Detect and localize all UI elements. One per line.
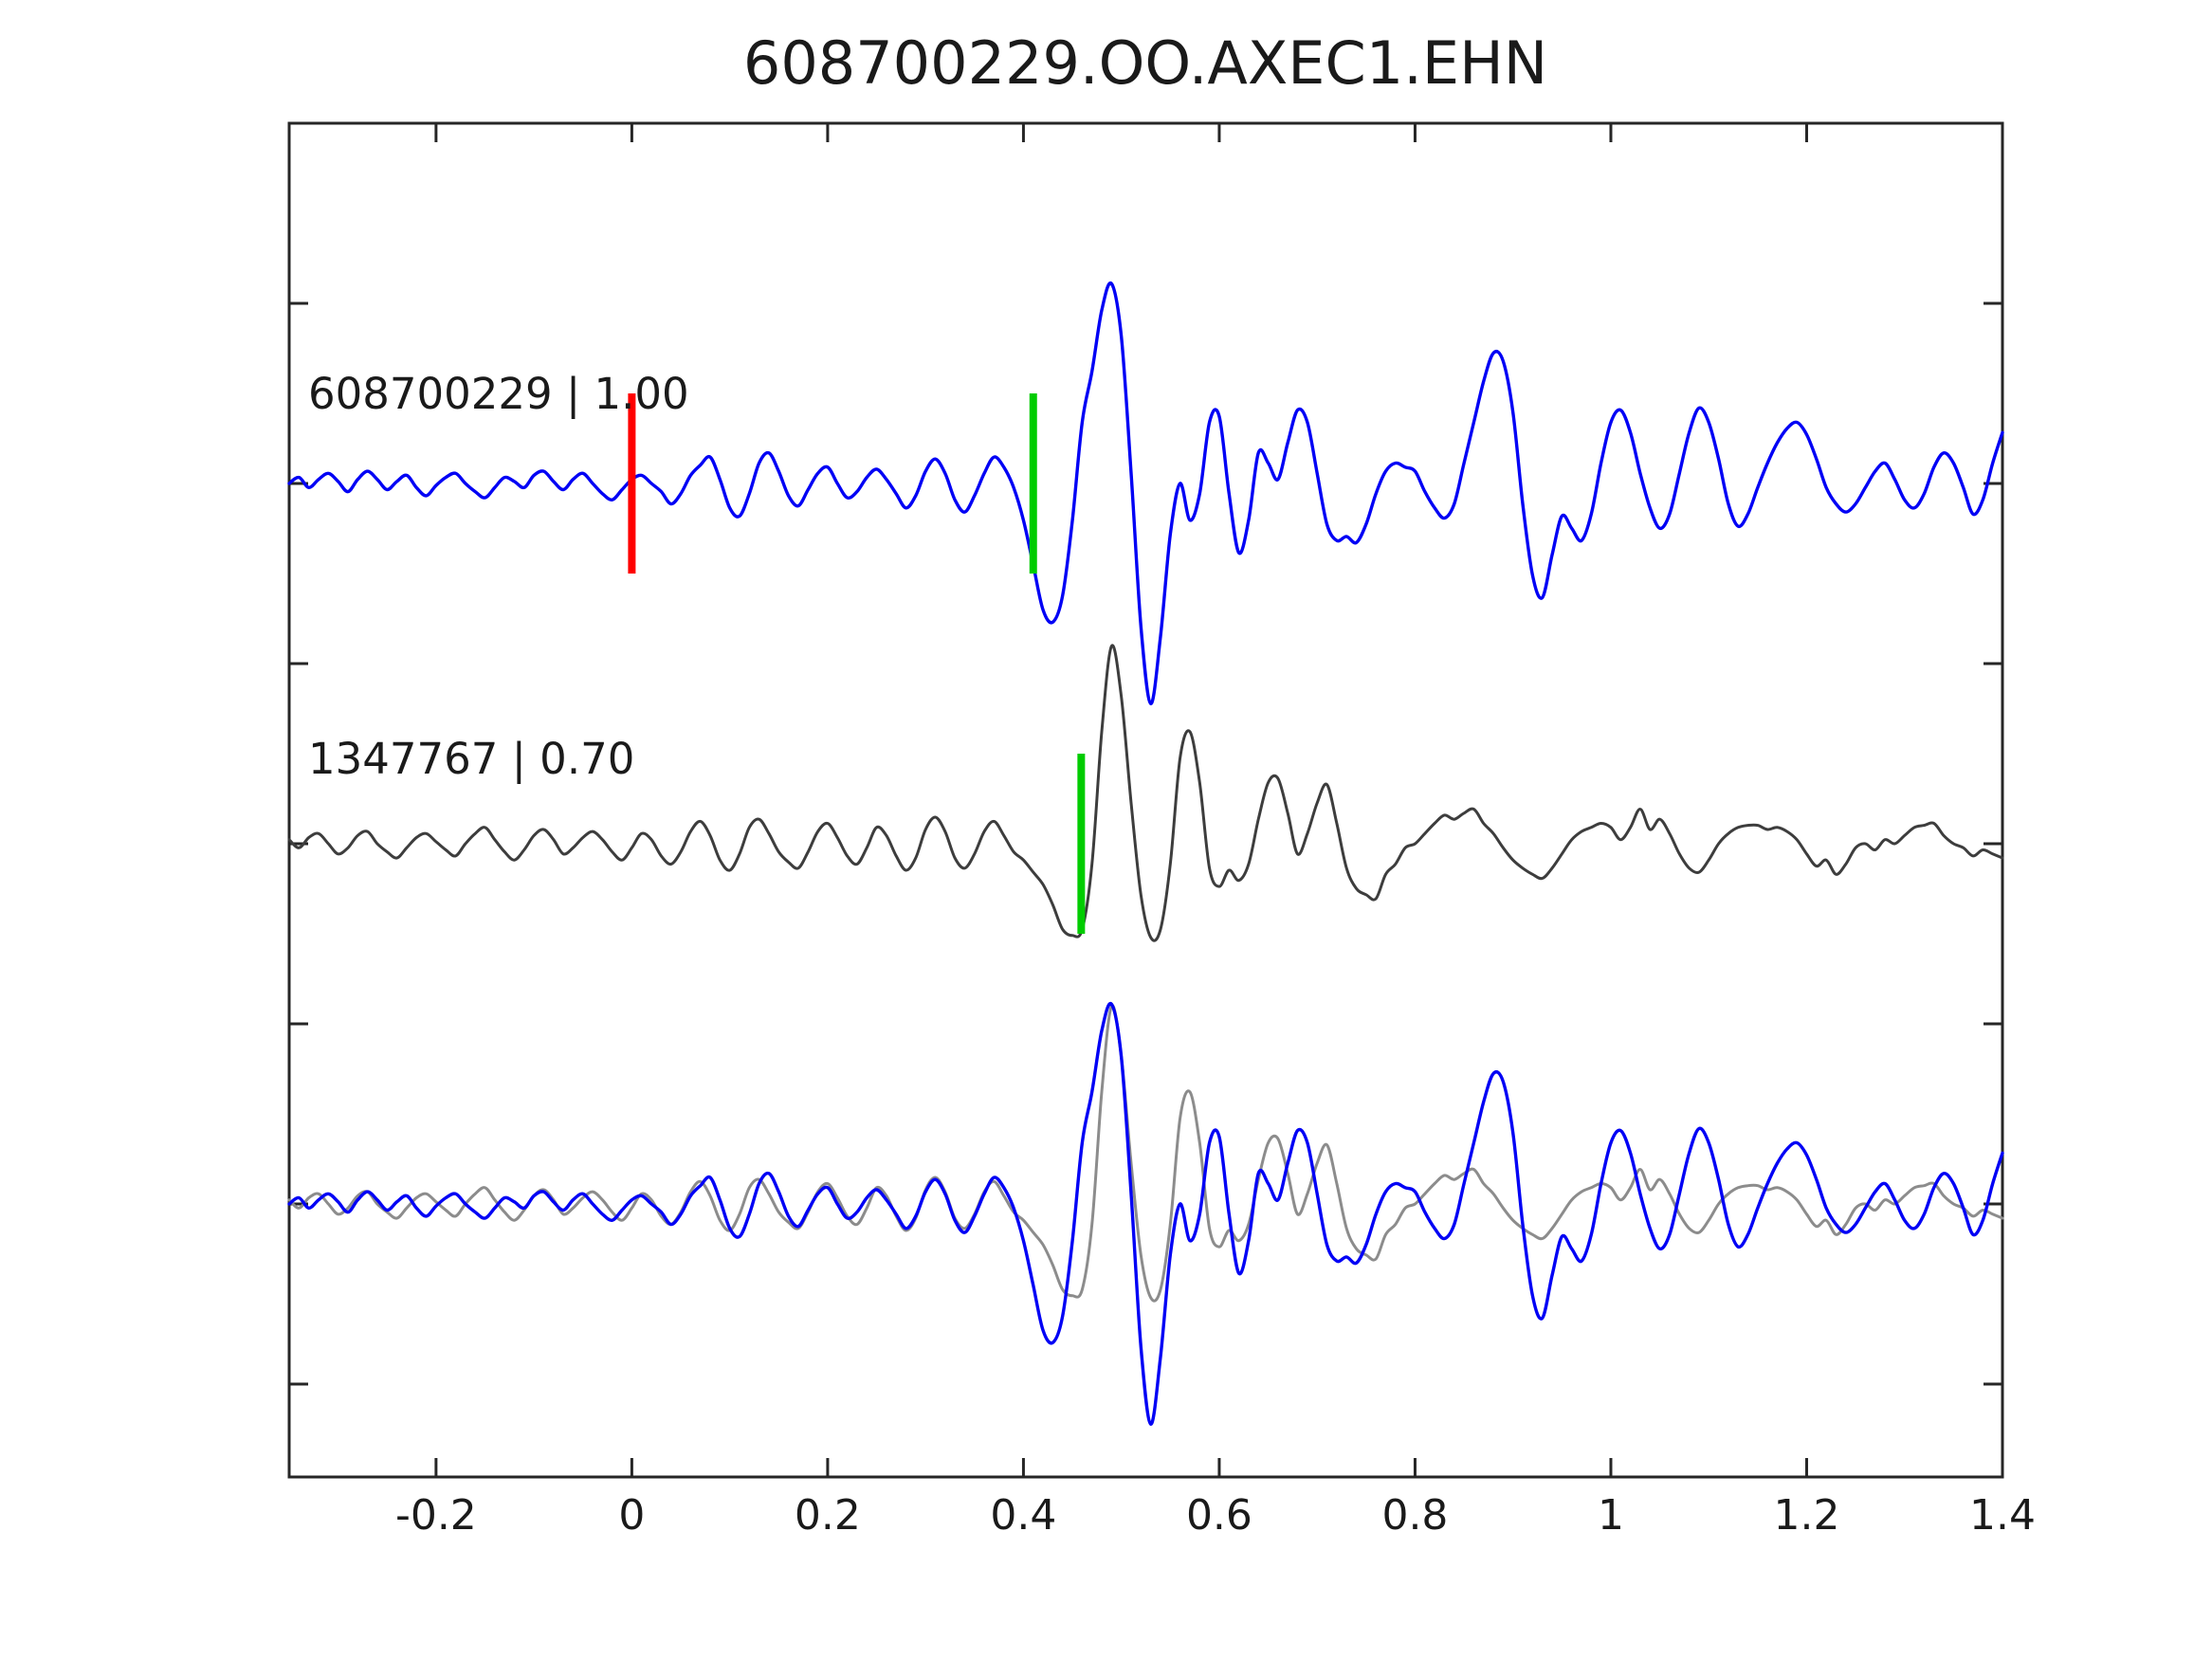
- waveform-overlay-template-1347767: [287, 1004, 2004, 1303]
- waveform-traces: [287, 281, 2004, 1426]
- trace1-label: 608700229 | 1.00: [308, 369, 689, 419]
- x-tick-label: 1.2: [1773, 1491, 1839, 1540]
- axis-ticks: [289, 123, 2004, 1477]
- trace2-label: 1347767 | 0.70: [308, 734, 634, 784]
- x-tick-labels: -0.2 0 0.2 0.4 0.6 0.8 1 1.2 1.4: [395, 1491, 2036, 1540]
- waveform-template-1347767: [287, 644, 2004, 942]
- plot-area: [287, 121, 2004, 1479]
- x-tick-label: 0.8: [1381, 1491, 1448, 1540]
- waveform-overlay-detection-608700229: [287, 1001, 2004, 1426]
- x-tick-label: 0.4: [990, 1491, 1056, 1540]
- pick-markers: [628, 393, 1086, 934]
- x-tick-label: 1.4: [1969, 1491, 2036, 1540]
- page-title: 608700229.OO.AXEC1.EHN: [743, 28, 1547, 98]
- x-tick-label: -0.2: [395, 1491, 477, 1540]
- waveform-detection-608700229: [287, 281, 2004, 705]
- x-tick-label: 1: [1598, 1491, 1624, 1540]
- x-tick-label: 0: [618, 1491, 645, 1540]
- x-tick-label: 0.2: [795, 1491, 861, 1540]
- x-tick-label: 0.6: [1186, 1491, 1252, 1540]
